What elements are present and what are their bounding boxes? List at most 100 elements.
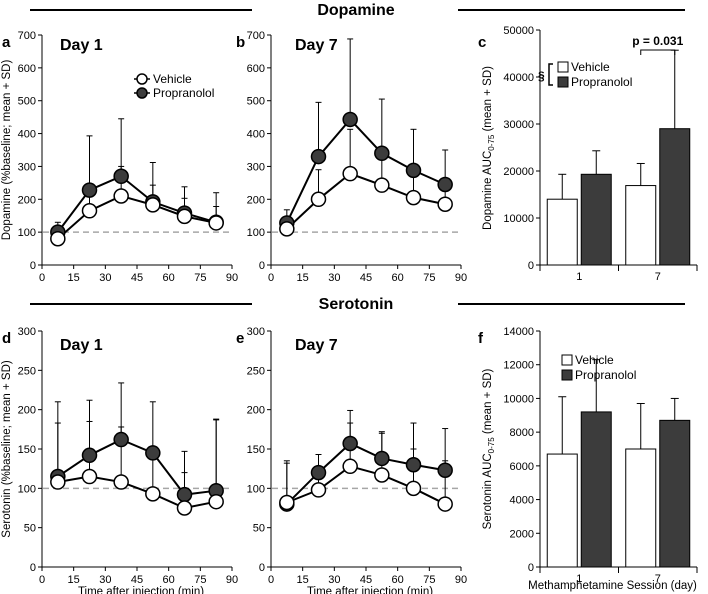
x-axis-label: Methamphetamine Session (day) <box>528 580 697 592</box>
propranolol-data-point <box>405 162 422 179</box>
x-tick-label: 90 <box>226 272 238 284</box>
y-tick-label: 250 <box>18 365 36 377</box>
y-tick-label: 500 <box>18 96 36 108</box>
dopamine-section-header: Dopamine <box>30 2 685 19</box>
x-tick-label: 60 <box>392 272 404 284</box>
propranolol-data-point <box>81 447 98 464</box>
y-axis-label: Dopamine (%baseline; mean + SD) <box>1 60 13 241</box>
x-tick-label: 45 <box>131 272 143 284</box>
vehicle-data-point <box>374 467 390 483</box>
x-tick-label: 75 <box>194 272 206 284</box>
y-tick-label: 12000 <box>503 360 534 372</box>
chart-title: Day 1 <box>60 37 103 54</box>
x-tick-label: 45 <box>360 272 372 284</box>
y-tick-label: 300 <box>247 161 265 173</box>
legend-vehicle-label: Vehicle <box>153 72 192 86</box>
panel-letter: f <box>478 330 484 347</box>
y-tick-label: 150 <box>247 444 265 456</box>
x-tick-label: 90 <box>226 574 238 586</box>
y-tick-label: 50000 <box>503 25 534 37</box>
x-tick-label: 30 <box>328 272 340 284</box>
y-tick-label: 250 <box>247 365 265 377</box>
legend-propranolol-label: Propranolol <box>571 75 632 89</box>
vehicle-data-point <box>176 500 193 516</box>
y-tick-label: 200 <box>18 194 36 206</box>
legend-significance-symbol: § <box>538 69 545 83</box>
vehicle-data-point <box>50 230 66 247</box>
propranolol-data-point <box>374 145 390 162</box>
vehicle-bar <box>546 453 578 568</box>
y-axis-label: Dopamine AUC0-75 (mean + SD) <box>482 66 496 230</box>
y-axis-label-suffix: (mean + SD) <box>482 368 494 437</box>
propranolol-data-point <box>310 148 327 165</box>
y-tick-label: 100 <box>18 227 36 239</box>
vehicle-data-point <box>437 496 453 512</box>
propranolol-bar <box>659 128 691 266</box>
x-tick-label: 0 <box>39 272 45 284</box>
y-axis-label-main: Dopamine AUC <box>482 151 494 230</box>
legend-vehicle-swatch <box>557 61 569 73</box>
x-category-label: 1 <box>576 271 582 283</box>
vehicle-data-point <box>405 480 422 497</box>
x-tick-label: 75 <box>194 574 206 586</box>
y-axis-label: Serotonin (%baseline; mean + SD) <box>1 360 13 538</box>
vehicle-data-point <box>310 482 327 498</box>
propranolol-data-point <box>405 456 422 473</box>
propranolol-data-point <box>176 486 193 503</box>
propranolol-series-line <box>57 175 217 233</box>
vehicle-data-point <box>310 191 327 208</box>
x-tick-label: 45 <box>360 574 372 586</box>
vehicle-data-point <box>81 468 98 485</box>
legend-vehicle-marker <box>136 73 148 85</box>
propranolol-bar <box>659 419 691 568</box>
y-tick-label: 0 <box>259 260 265 272</box>
y-tick-label: 200 <box>247 194 265 206</box>
y-tick-label: 400 <box>18 129 36 141</box>
vehicle-data-point <box>374 177 390 193</box>
y-tick-label: 150 <box>18 444 36 456</box>
vehicle-data-point <box>342 458 358 475</box>
y-tick-label: 400 <box>247 129 265 141</box>
x-tick-label: 0 <box>268 574 274 586</box>
propranolol-data-point <box>113 431 129 448</box>
panel-a-dopamine-day1: a Day 1 0 100 200 300 400 500 600 700 0 15 30 45 60 75 9… <box>1 30 238 284</box>
y-tick-label: 200 <box>247 405 265 417</box>
x-tick-label: 75 <box>423 272 435 284</box>
legend-propranolol-label: Propranolol <box>153 86 214 100</box>
y-tick-label: 0 <box>259 562 265 574</box>
y-tick-label: 20000 <box>503 166 534 178</box>
vehicle-data-point <box>145 486 161 502</box>
vehicle-data-point <box>279 221 295 237</box>
y-tick-label: 600 <box>18 63 36 75</box>
panel-f-serotonin-auc: f 0 2000 4000 6000 8000 10000 12000 14000 1 7 Serot… <box>478 326 698 592</box>
panel-e-serotonin-day7: e Day 7 0 50 100 150 200 250 300 0 15 30 45 60 75 90 Tim… <box>236 326 467 594</box>
x-tick-label: 30 <box>99 574 111 586</box>
x-tick-label: 15 <box>297 574 309 586</box>
x-tick-label: 75 <box>423 574 435 586</box>
chart-title: Day 7 <box>295 337 338 354</box>
y-tick-label: 200 <box>18 405 36 417</box>
y-axis-label-main: Serotonin AUC <box>482 453 494 529</box>
vehicle-data-point <box>208 215 224 231</box>
x-category-label: 7 <box>655 271 661 283</box>
vehicle-data-point <box>81 203 98 219</box>
legend-bracket <box>548 63 553 86</box>
vehicle-data-point <box>437 196 453 212</box>
panel-letter: d <box>2 330 11 347</box>
panel-d-serotonin-day1: d Day 1 0 50 100 150 200 250 300 0 15 30 45 60 75 90 Ser… <box>1 326 238 594</box>
vehicle-data-point <box>405 189 422 206</box>
legend-propranolol-marker <box>136 87 148 99</box>
y-tick-label: 100 <box>18 483 36 495</box>
y-tick-label: 40000 <box>503 72 534 84</box>
x-tick-label: 15 <box>297 272 309 284</box>
chart-title: Day 1 <box>60 337 103 354</box>
y-tick-label: 700 <box>247 30 265 42</box>
y-tick-label: 700 <box>18 30 36 42</box>
x-tick-label: 30 <box>328 574 340 586</box>
x-tick-label: 60 <box>163 574 175 586</box>
panel-c-dopamine-auc: c 0 10000 20000 30000 40000 50000 1 7 Dopamine AU… <box>478 25 698 283</box>
y-tick-label: 600 <box>247 63 265 75</box>
vehicle-bar <box>546 198 578 266</box>
propranolol-series-line <box>286 442 446 505</box>
